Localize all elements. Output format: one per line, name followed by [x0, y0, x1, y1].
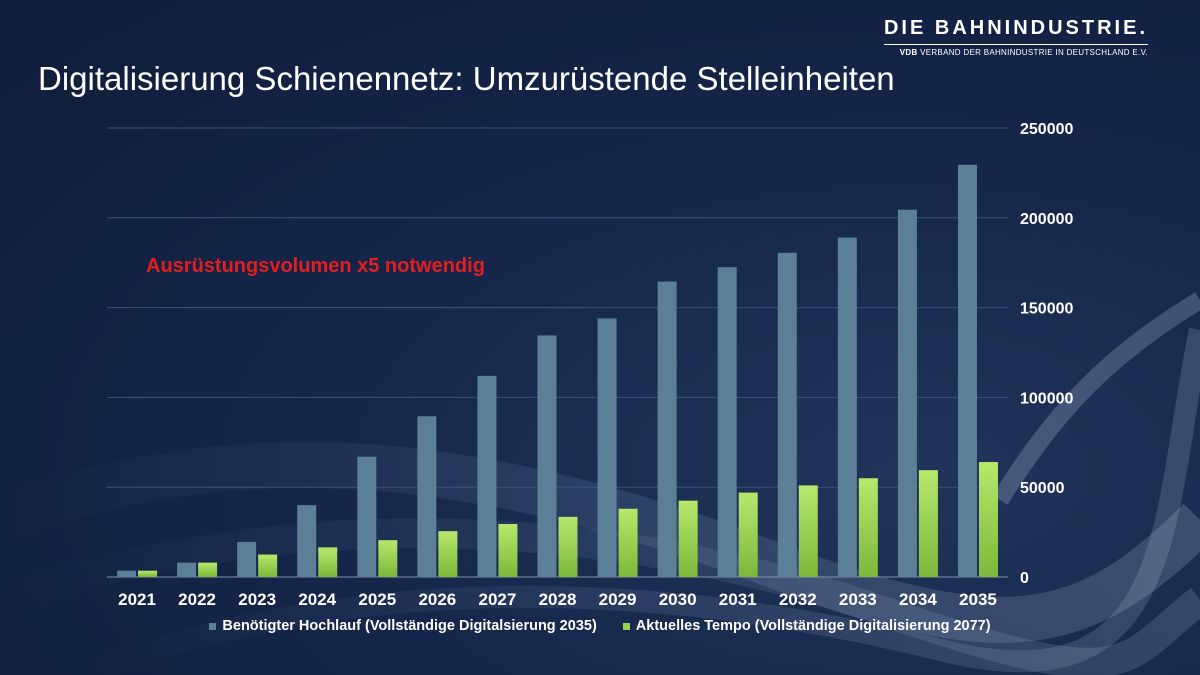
legend-item-series2: Aktuelles Tempo (Vollständige Digitalisi… [622, 618, 991, 634]
bar-hochlauf [357, 456, 377, 577]
bar-hochlauf [597, 318, 617, 577]
logo-subtitle-text: VERBAND DER BAHNINDUSTRIE IN DEUTSCHLAND… [920, 48, 1148, 57]
y-tick-label: 200000 [1020, 211, 1073, 228]
x-tick-label: 2021 [118, 590, 156, 609]
legend-swatch-series2 [622, 622, 630, 630]
bar-hochlauf [717, 267, 737, 577]
bar-aktuelles-tempo [498, 524, 518, 577]
y-tick-label: 50000 [1020, 480, 1065, 497]
bar-hochlauf [657, 281, 677, 577]
x-tick-label: 2031 [719, 590, 757, 609]
bar-aktuelles-tempo [258, 554, 278, 577]
x-tick-label: 2027 [479, 590, 517, 609]
bar-hochlauf [537, 335, 557, 577]
bar-aktuelles-tempo [618, 508, 638, 577]
legend-label-series2: Aktuelles Tempo (Vollständige Digitalisi… [635, 618, 991, 634]
bar-hochlauf [117, 570, 137, 577]
bar-aktuelles-tempo [678, 500, 698, 577]
y-tick-label: 0 [1020, 570, 1029, 587]
x-tick-label: 2028 [539, 590, 577, 609]
x-tick-label: 2023 [238, 590, 276, 609]
bar-hochlauf [297, 505, 317, 577]
logo-subtitle-abbr: VDB [899, 48, 918, 57]
y-tick-label: 250000 [1020, 121, 1073, 138]
x-tick-label: 2024 [298, 590, 336, 609]
chart-legend: Benötigter Hochlauf (Vollständige Digita… [0, 618, 1200, 634]
bar-hochlauf [177, 562, 197, 577]
bar-hochlauf [777, 252, 797, 577]
bar-hochlauf [417, 416, 437, 577]
legend-item-series1: Benötigter Hochlauf (Vollständige Digita… [209, 618, 597, 634]
y-tick-label: 100000 [1020, 390, 1073, 407]
bar-aktuelles-tempo [918, 470, 938, 577]
chart-annotation: Ausrüstungsvolumen x5 notwendig [146, 255, 485, 277]
x-tick-label: 2022 [178, 590, 216, 609]
logo-wordmark: DIE BAHNINDUSTRIE. [883, 17, 1148, 39]
page-title: Digitalisierung Schienennetz: Umzurüsten… [38, 60, 895, 97]
x-tick-label: 2032 [779, 590, 817, 609]
vdb-logo: DIE BAHNINDUSTRIE. VDB VERBAND DER BAHNI… [883, 16, 1148, 57]
logo-subtitle: VDB VERBAND DER BAHNINDUSTRIE IN DEUTSCH… [884, 48, 1148, 57]
x-tick-label: 2026 [418, 590, 456, 609]
x-tick-label: 2033 [839, 590, 877, 609]
legend-swatch-series1 [209, 622, 217, 630]
bar-aktuelles-tempo [558, 516, 578, 577]
x-tick-label: 2029 [599, 590, 637, 609]
legend-label-series1: Benötigter Hochlauf (Vollständige Digita… [222, 618, 597, 634]
bar-aktuelles-tempo [378, 540, 398, 577]
bar-hochlauf [957, 164, 977, 577]
x-tick-label: 2035 [959, 590, 997, 609]
bar-hochlauf [477, 375, 497, 577]
bar-aktuelles-tempo [438, 531, 458, 577]
x-tick-label: 2025 [358, 590, 396, 609]
bar-aktuelles-tempo [318, 547, 338, 577]
bar-aktuelles-tempo [138, 570, 158, 577]
bar-aktuelles-tempo [798, 485, 818, 577]
logo-divider [883, 44, 1148, 45]
bar-hochlauf [897, 209, 917, 577]
bar-aktuelles-tempo [978, 462, 998, 577]
x-tick-label: 2034 [899, 590, 937, 609]
bar-hochlauf [837, 237, 857, 577]
bar-aktuelles-tempo [858, 478, 878, 577]
bar-hochlauf [237, 541, 257, 577]
bar-aktuelles-tempo [738, 492, 758, 577]
x-tick-label: 2030 [659, 590, 697, 609]
y-tick-label: 150000 [1020, 301, 1073, 318]
bar-aktuelles-tempo [198, 562, 218, 577]
